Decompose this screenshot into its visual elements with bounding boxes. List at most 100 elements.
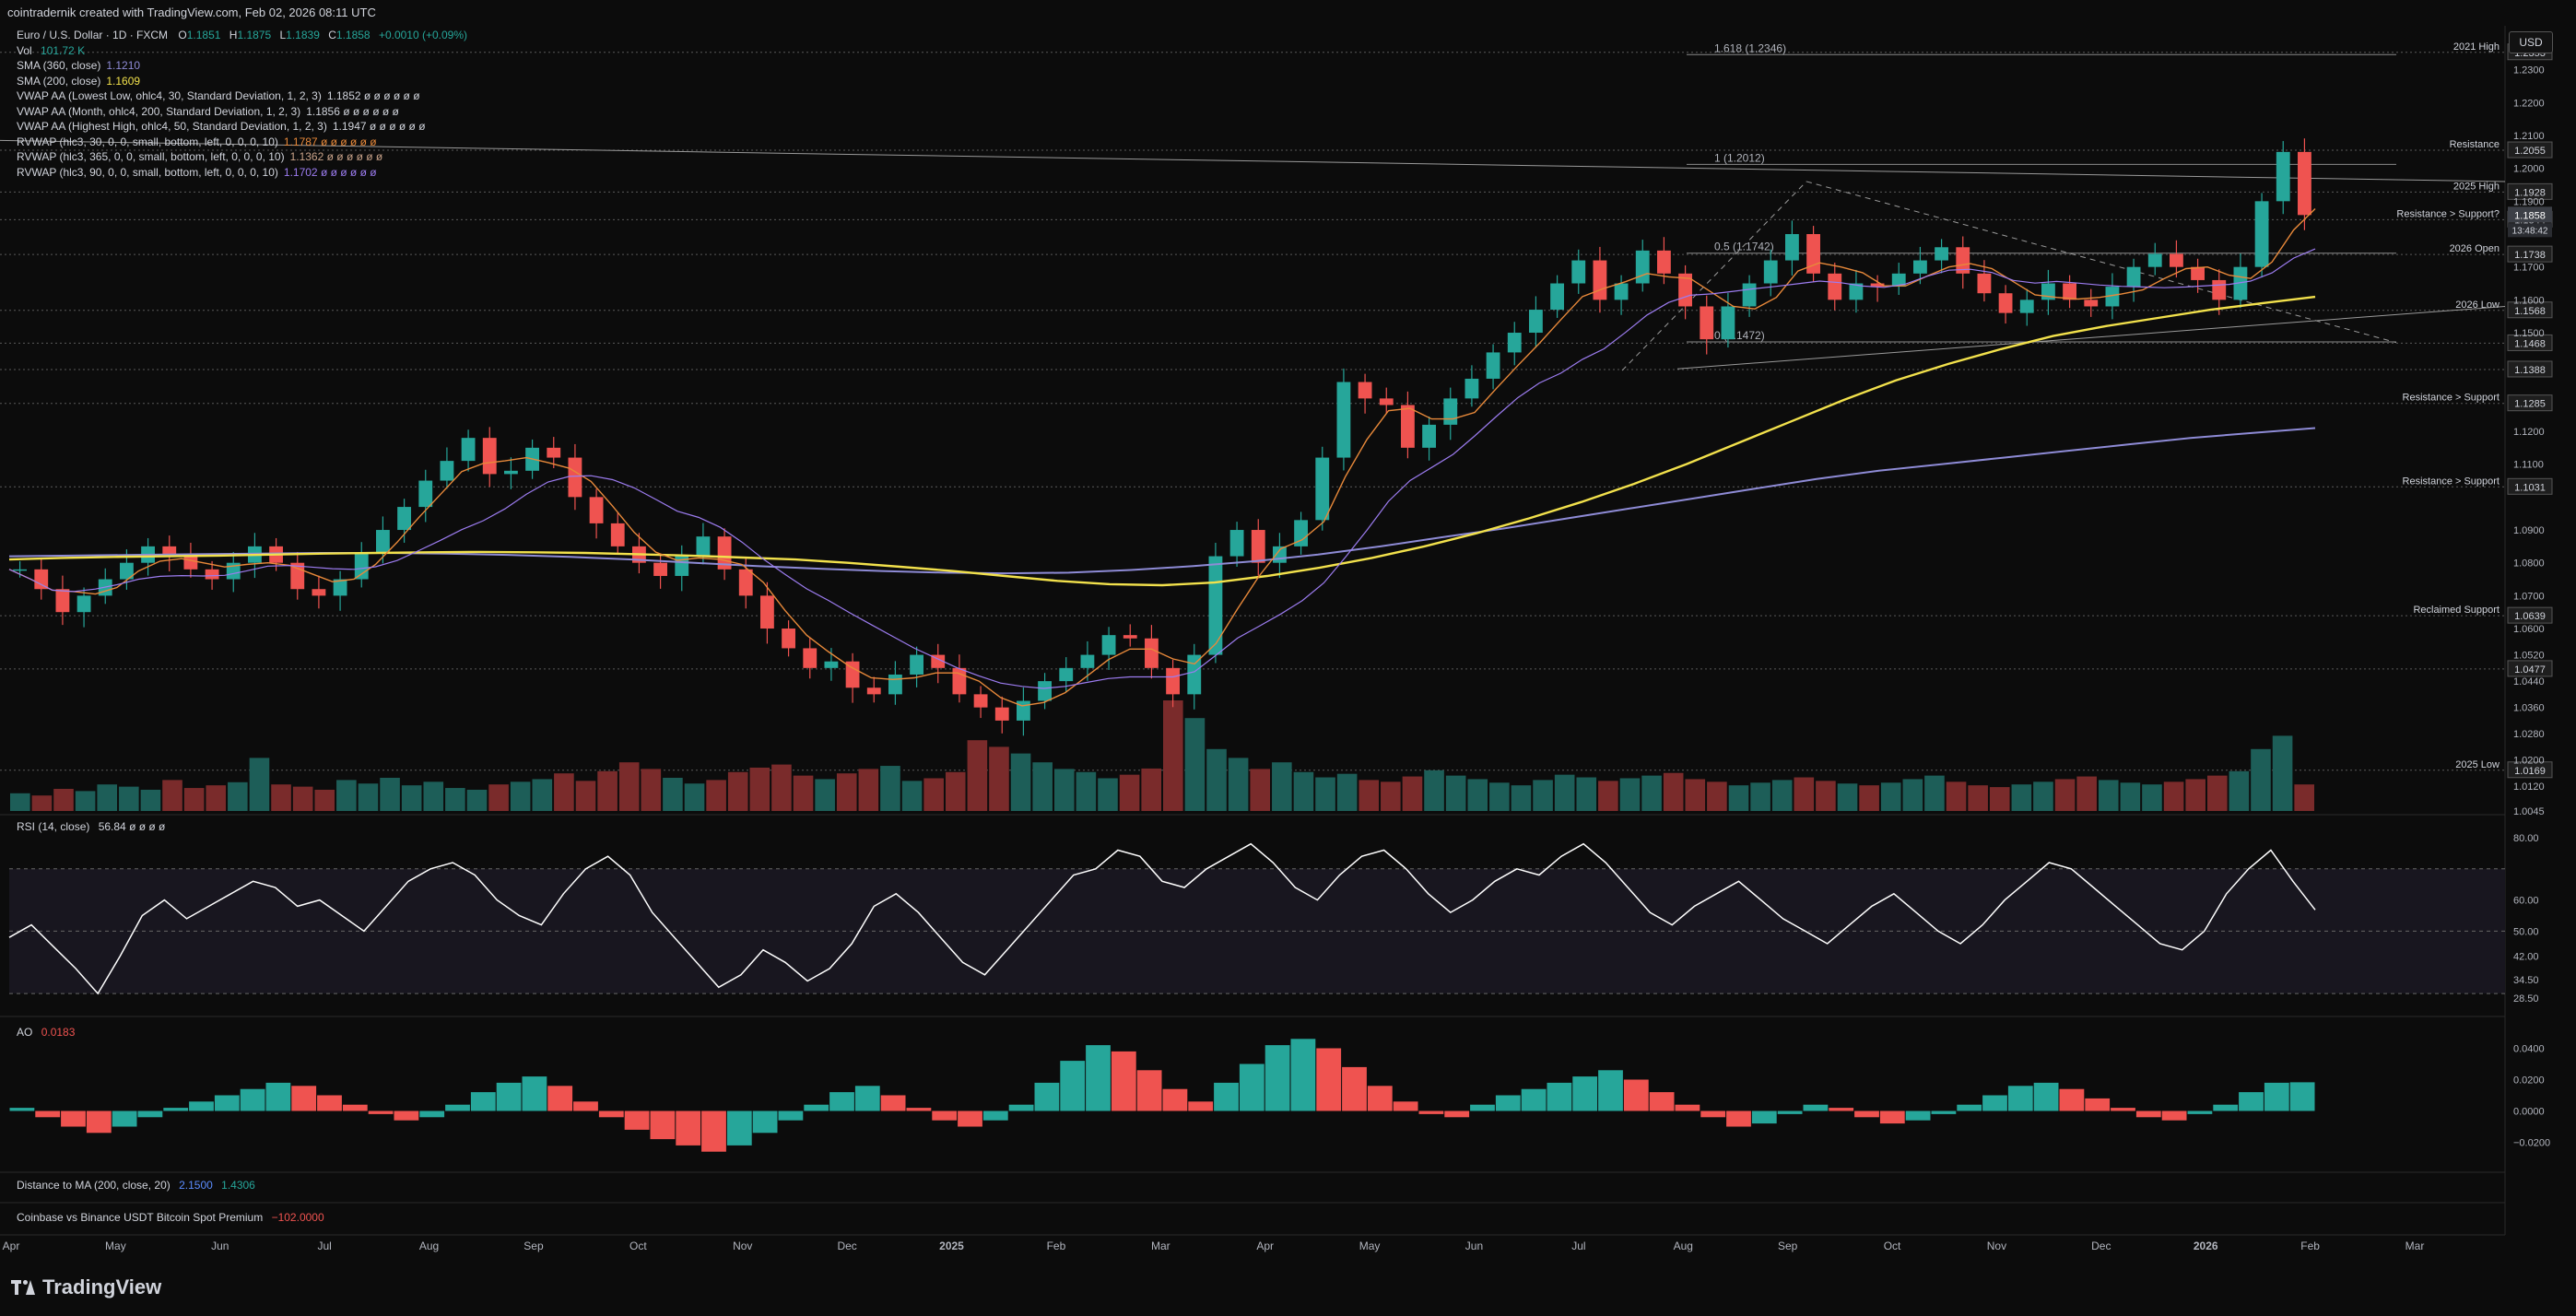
ao-bar	[1470, 1104, 1495, 1111]
ao-bar	[2007, 1086, 2033, 1111]
ao-legend[interactable]: AO 0.0183	[17, 1026, 75, 1039]
candle-body	[845, 661, 860, 688]
fib-label: 0.5 (1.1742)	[1714, 241, 1774, 253]
ao-bar	[1188, 1101, 1214, 1111]
ao-tick-label: 0.0400	[2513, 1044, 2545, 1055]
volume-bar	[488, 784, 509, 811]
y-tick-label: 1.0900	[2513, 525, 2545, 536]
level-price-text: 1.0169	[2514, 766, 2546, 777]
x-tick-label: May	[1359, 1240, 1381, 1252]
volume-bar	[1771, 780, 1793, 811]
ao-bar	[1829, 1108, 1854, 1111]
ao-bar	[1008, 1104, 1034, 1111]
ao-bar	[9, 1108, 35, 1111]
ao-bar	[214, 1095, 240, 1111]
candle-body	[1208, 556, 1223, 655]
premium-legend[interactable]: Coinbase vs Binance USDT Bitcoin Spot Pr…	[17, 1211, 324, 1224]
level-price-tag	[2507, 477, 2553, 495]
indicator-row[interactable]: RVWAP (hlc3, 90, 0, 0, small, bottom, le…	[17, 165, 467, 181]
y-tick-label: 1.0280	[2513, 729, 2545, 740]
y-tick-label: 1.1100	[2513, 460, 2544, 471]
volume-bar	[1619, 778, 1641, 811]
indicator-label: SMA (200, close)	[17, 74, 101, 88]
symbol-row[interactable]: Euro / U.S. Dollar · 1D · FXCM O1.1851 H…	[17, 28, 467, 43]
indicator-row[interactable]: VWAP AA (Highest High, ohlc4, 50, Standa…	[17, 119, 467, 135]
indicator-row[interactable]: SMA (200, close) 1.1609	[17, 74, 467, 89]
candle-body	[760, 595, 774, 629]
candle-body	[1464, 378, 1479, 399]
symbol-name[interactable]: Euro / U.S. Dollar · 1D · FXCM	[17, 29, 169, 41]
ao-bar	[1957, 1104, 1982, 1111]
volume-bar	[140, 789, 161, 811]
candle-body	[1080, 654, 1095, 668]
volume-bar	[336, 780, 357, 811]
candle-body	[653, 562, 667, 576]
volume-bar	[1315, 777, 1335, 811]
ao-bar	[2239, 1092, 2264, 1111]
ao-bar	[1060, 1061, 1086, 1111]
candle-body	[13, 569, 27, 571]
ao-bar	[61, 1110, 86, 1127]
candle-body	[34, 569, 49, 590]
x-tick-label: Sep	[1778, 1240, 1798, 1252]
indicator-row[interactable]: VWAP AA (Month, ohlc4, 200, Standard Dev…	[17, 104, 467, 120]
candle-body	[2191, 266, 2205, 280]
ao-bar	[2161, 1110, 2187, 1121]
candle-body	[2019, 300, 2034, 313]
tradingview-logo[interactable]: TradingView	[11, 1275, 161, 1299]
ao-bar	[778, 1110, 804, 1121]
ao-bar	[112, 1110, 137, 1127]
ao-bar	[522, 1076, 547, 1111]
level-label: 2021 High	[2453, 41, 2500, 53]
x-tick-label: Aug	[419, 1240, 439, 1252]
ao-bar	[35, 1110, 61, 1118]
rsi-tick-label: 80.00	[2513, 833, 2539, 844]
volume-bar	[401, 785, 422, 811]
rsi-legend[interactable]: RSI (14, close) 56.84 ø ø ø ø	[17, 820, 165, 833]
ao-bar	[1214, 1082, 1239, 1111]
candle-body	[354, 553, 369, 580]
indicator-row[interactable]: RVWAP (hlc3, 365, 0, 0, small, bottom, l…	[17, 149, 467, 165]
candle-body	[1422, 424, 1436, 448]
indicator-value: 1.1947 ø ø ø ø ø ø	[332, 120, 426, 133]
ohlc-o-value: 1.1851	[186, 29, 221, 41]
candle-body	[482, 438, 497, 475]
level-price-text: 1.1388	[2514, 365, 2546, 376]
volume-bar	[2294, 784, 2314, 811]
volume-bar	[1445, 775, 1466, 811]
ao-bar	[573, 1101, 598, 1111]
indicator-legend: Euro / U.S. Dollar · 1D · FXCM O1.1851 H…	[17, 28, 467, 180]
volume-bar	[358, 783, 379, 811]
y-tick-label: 1.0600	[2513, 624, 2545, 635]
ao-bar	[1086, 1045, 1111, 1111]
candle-body	[973, 694, 988, 708]
ao-bar	[982, 1110, 1008, 1121]
indicator-row[interactable]: RVWAP (hlc3, 30, 0, 0, small, bottom, le…	[17, 135, 467, 150]
candle-body	[2084, 300, 2099, 307]
indicator-row[interactable]: VWAP AA (Lowest Low, ohlc4, 30, Standard…	[17, 88, 467, 104]
ao-bar	[291, 1086, 317, 1111]
volume-bar	[2033, 781, 2053, 811]
candle-body	[504, 470, 518, 475]
distance-ma-label: Distance to MA (200, close, 20)	[17, 1179, 171, 1192]
volume-bar	[2163, 781, 2184, 811]
volume-bar	[1076, 771, 1097, 811]
level-price-text: 1.1285	[2514, 399, 2546, 410]
volume-bar	[97, 784, 118, 811]
volume-bar	[1359, 780, 1380, 811]
volume-row[interactable]: Vol 101.72 K	[17, 43, 467, 59]
volume-bar	[1489, 782, 1510, 811]
currency-button[interactable]: USD	[2509, 31, 2553, 53]
distance-ma-legend[interactable]: Distance to MA (200, close, 20) 2.1500 1…	[17, 1179, 255, 1192]
volume-bar	[31, 795, 53, 811]
indicator-row[interactable]: SMA (360, close) 1.1210	[17, 58, 467, 74]
volume-bar	[423, 781, 444, 811]
y-tick-label: 1.1200	[2513, 427, 2545, 438]
volume-bar	[1880, 782, 1901, 811]
candle-body	[1614, 283, 1629, 300]
volume-bar	[1859, 785, 1879, 811]
ohlc-h-value: 1.1875	[237, 29, 272, 41]
volume-bar	[1576, 777, 1597, 811]
